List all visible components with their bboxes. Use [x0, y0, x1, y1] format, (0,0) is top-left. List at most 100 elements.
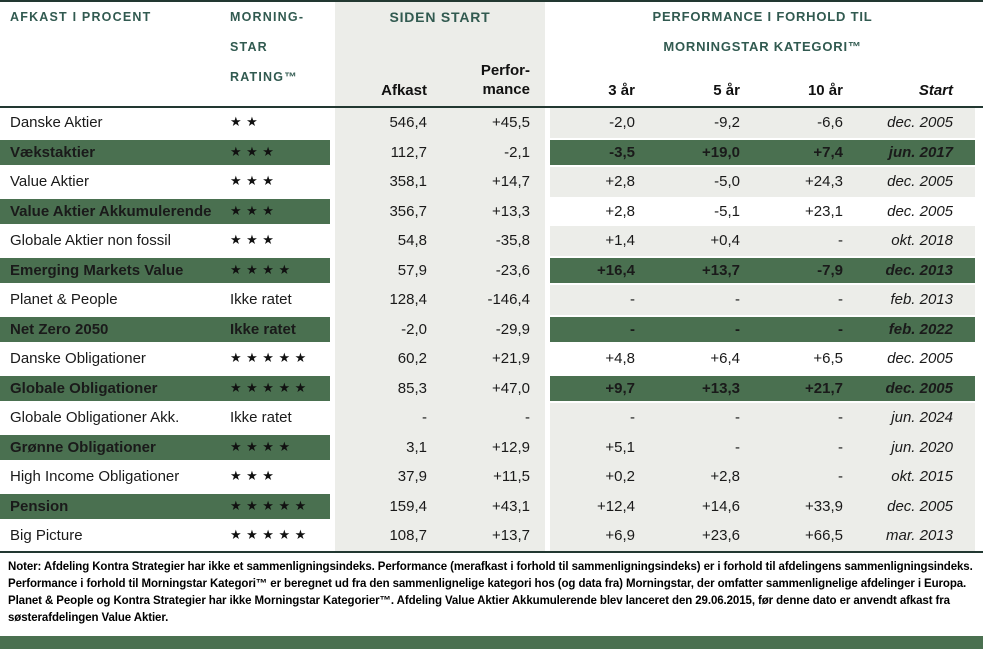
- afkast-value: 54,8: [397, 232, 427, 250]
- value-10yr: -: [838, 320, 843, 338]
- category-performance-band: - - - feb. 2013: [550, 285, 975, 315]
- col-header-3yr: 3 år: [608, 82, 635, 99]
- siden-start-cell: 60,2 +21,9: [335, 344, 545, 374]
- column-gutter: [545, 167, 550, 197]
- fund-name: Planet & People: [10, 291, 118, 309]
- column-gutter: [330, 108, 335, 138]
- value-10yr: +66,5: [805, 527, 843, 545]
- siden-start-cell: 108,7 +13,7: [335, 521, 545, 551]
- fund-name: Vækstaktier: [10, 143, 96, 161]
- category-performance-cell: - - - jun. 2024: [550, 403, 975, 433]
- table-row: Globale Aktier non fossil ★★★ 54,8 -35,8 +1,…: [0, 226, 983, 256]
- category-performance-cell: +4,8 +6,4 +6,5 dec. 2005: [550, 344, 975, 374]
- siden-start-cell: 85,3 +47,0: [335, 373, 545, 404]
- performance-value: -146,4: [487, 291, 530, 309]
- table-header: AFKAST I PROCENT MORNING- STAR RATING™ S…: [0, 2, 983, 106]
- afkast-value: -: [422, 409, 427, 427]
- fund-cell-band: Globale Aktier non fossil ★★★: [0, 228, 330, 254]
- column-gutter: [330, 314, 335, 345]
- fund-cell: Value Aktier ★★★: [0, 167, 330, 197]
- siden-start-cell: 358,1 +14,7: [335, 167, 545, 197]
- value-5yr: +13,3: [702, 379, 740, 397]
- start-date: okt. 2018: [891, 232, 953, 250]
- morningstar-rating-not-rated: Ikke ratet: [230, 320, 296, 338]
- category-performance-band: +16,4 +13,7 -7,9 dec. 2013: [550, 257, 975, 284]
- column-gutter: [330, 432, 335, 463]
- column-gutter: [330, 226, 335, 256]
- footnotes-text: Noter: Afdeling Kontra Strategier har ik…: [8, 561, 973, 624]
- afkast-value: -2,0: [401, 320, 427, 338]
- value-5yr: -: [735, 409, 740, 427]
- value-3yr: -2,0: [609, 114, 635, 132]
- fund-name: Danske Obligationer: [10, 350, 146, 368]
- siden-start-cell: 356,7 +13,3: [335, 196, 545, 227]
- start-date: dec. 2005: [887, 173, 953, 191]
- category-performance-cell: +9,7 +13,3 +21,7 dec. 2005: [550, 373, 975, 404]
- performance-column-header: Perfor- mance: [427, 61, 530, 99]
- category-performance-band: +9,7 +13,3 +21,7 dec. 2005: [550, 375, 975, 402]
- category-performance-cell: +0,2 +2,8 - okt. 2015: [550, 462, 975, 492]
- afkast-value: 37,9: [397, 468, 427, 486]
- category-performance-band: +2,8 -5,1 +23,1 dec. 2005: [550, 197, 975, 227]
- rating-header-line-2: STAR: [230, 40, 268, 54]
- start-date: jun. 2024: [891, 409, 953, 427]
- performance-value: +21,9: [492, 350, 530, 368]
- morningstar-rating-stars: ★★★★★: [230, 380, 311, 396]
- value-3yr: +9,7: [605, 379, 635, 397]
- performance-header-line-1: Perfor-: [480, 62, 530, 79]
- value-10yr: +24,3: [805, 173, 843, 191]
- col-header-5yr: 5 år: [713, 82, 740, 99]
- start-date: dec. 2005: [887, 202, 953, 220]
- category-performance-band: +6,9 +23,6 +66,5 mar. 2013: [550, 521, 975, 551]
- siden-start-cell: 159,4 +43,1: [335, 491, 545, 522]
- start-date: jun. 2017: [888, 143, 953, 161]
- value-5yr: +14,6: [702, 497, 740, 515]
- value-5yr: +6,4: [710, 350, 740, 368]
- table-row: Grønne Obligationer ★★★★ 3,1 +12,9 +5,1 - - jun…: [0, 432, 983, 463]
- column-gutter: [330, 462, 335, 492]
- siden-start-cell: 128,4 -146,4: [335, 285, 545, 315]
- performance-value: -: [525, 409, 530, 427]
- category-performance-cell: +1,4 +0,4 - okt. 2018: [550, 226, 975, 256]
- column-gutter: [545, 521, 550, 551]
- fund-name: Emerging Markets Value: [10, 261, 184, 279]
- fund-cell: Net Zero 2050 Ikke ratet: [0, 314, 330, 345]
- category-performance-cell: +2,8 -5,0 +24,3 dec. 2005: [550, 167, 975, 197]
- category-performance-cell: +12,4 +14,6 +33,9 dec. 2005: [550, 491, 975, 522]
- fund-cell-band: High Income Obligationer ★★★: [0, 464, 330, 490]
- table-row: Globale Obligationer Akk. Ikke ratet - - - - -…: [0, 403, 983, 433]
- performance-header-line-2: mance: [482, 81, 530, 98]
- footer-green-bar: [0, 636, 983, 649]
- fund-name: Net Zero 2050: [10, 320, 109, 338]
- fund-cell-band: Danske Obligationer ★★★★★: [0, 346, 330, 372]
- category-performance-title-line-2: MORNINGSTAR KATEGORI™: [663, 39, 862, 54]
- table-row: Big Picture ★★★★★ 108,7 +13,7 +6,9 +23,6 +66,5…: [0, 521, 983, 551]
- category-performance-band: +5,1 - - jun. 2020: [550, 433, 975, 463]
- category-performance-cell: +6,9 +23,6 +66,5 mar. 2013: [550, 521, 975, 551]
- morningstar-rating-stars: ★★★★★: [230, 498, 311, 514]
- value-10yr: +7,4: [813, 143, 843, 161]
- start-date: okt. 2015: [891, 468, 953, 486]
- start-date: dec. 2013: [885, 261, 953, 279]
- table-row: Vækstaktier ★★★ 112,7 -2,1 -3,5 +19,0 +7,4 jun.…: [0, 137, 983, 168]
- fund-cell: Vækstaktier ★★★: [0, 137, 330, 168]
- value-10yr: +33,9: [805, 497, 843, 515]
- value-10yr: -: [838, 438, 843, 456]
- performance-value: -35,8: [495, 232, 530, 250]
- morningstar-rating-stars: ★★★★: [230, 439, 295, 455]
- category-performance-band: +2,8 -5,0 +24,3 dec. 2005: [550, 167, 975, 197]
- performance-value: -2,1: [504, 143, 530, 161]
- siden-start-cell: 546,4 +45,5: [335, 108, 545, 138]
- morningstar-rating-not-rated: Ikke ratet: [230, 409, 292, 427]
- siden-start-title: SIDEN START: [389, 9, 491, 25]
- fund-name: Danske Aktier: [10, 114, 103, 132]
- start-date: dec. 2005: [887, 114, 953, 132]
- start-date: dec. 2005: [887, 497, 953, 515]
- afkast-value: 159,4: [389, 497, 427, 515]
- fund-cell: Globale Aktier non fossil ★★★: [0, 226, 330, 256]
- column-gutter: [545, 196, 550, 227]
- fund-name: Globale Aktier non fossil: [10, 232, 171, 250]
- morningstar-rating-stars: ★★★★★: [230, 351, 311, 367]
- fund-cell: Big Picture ★★★★★: [0, 521, 330, 551]
- morningstar-rating-stars: ★★★★: [230, 262, 295, 278]
